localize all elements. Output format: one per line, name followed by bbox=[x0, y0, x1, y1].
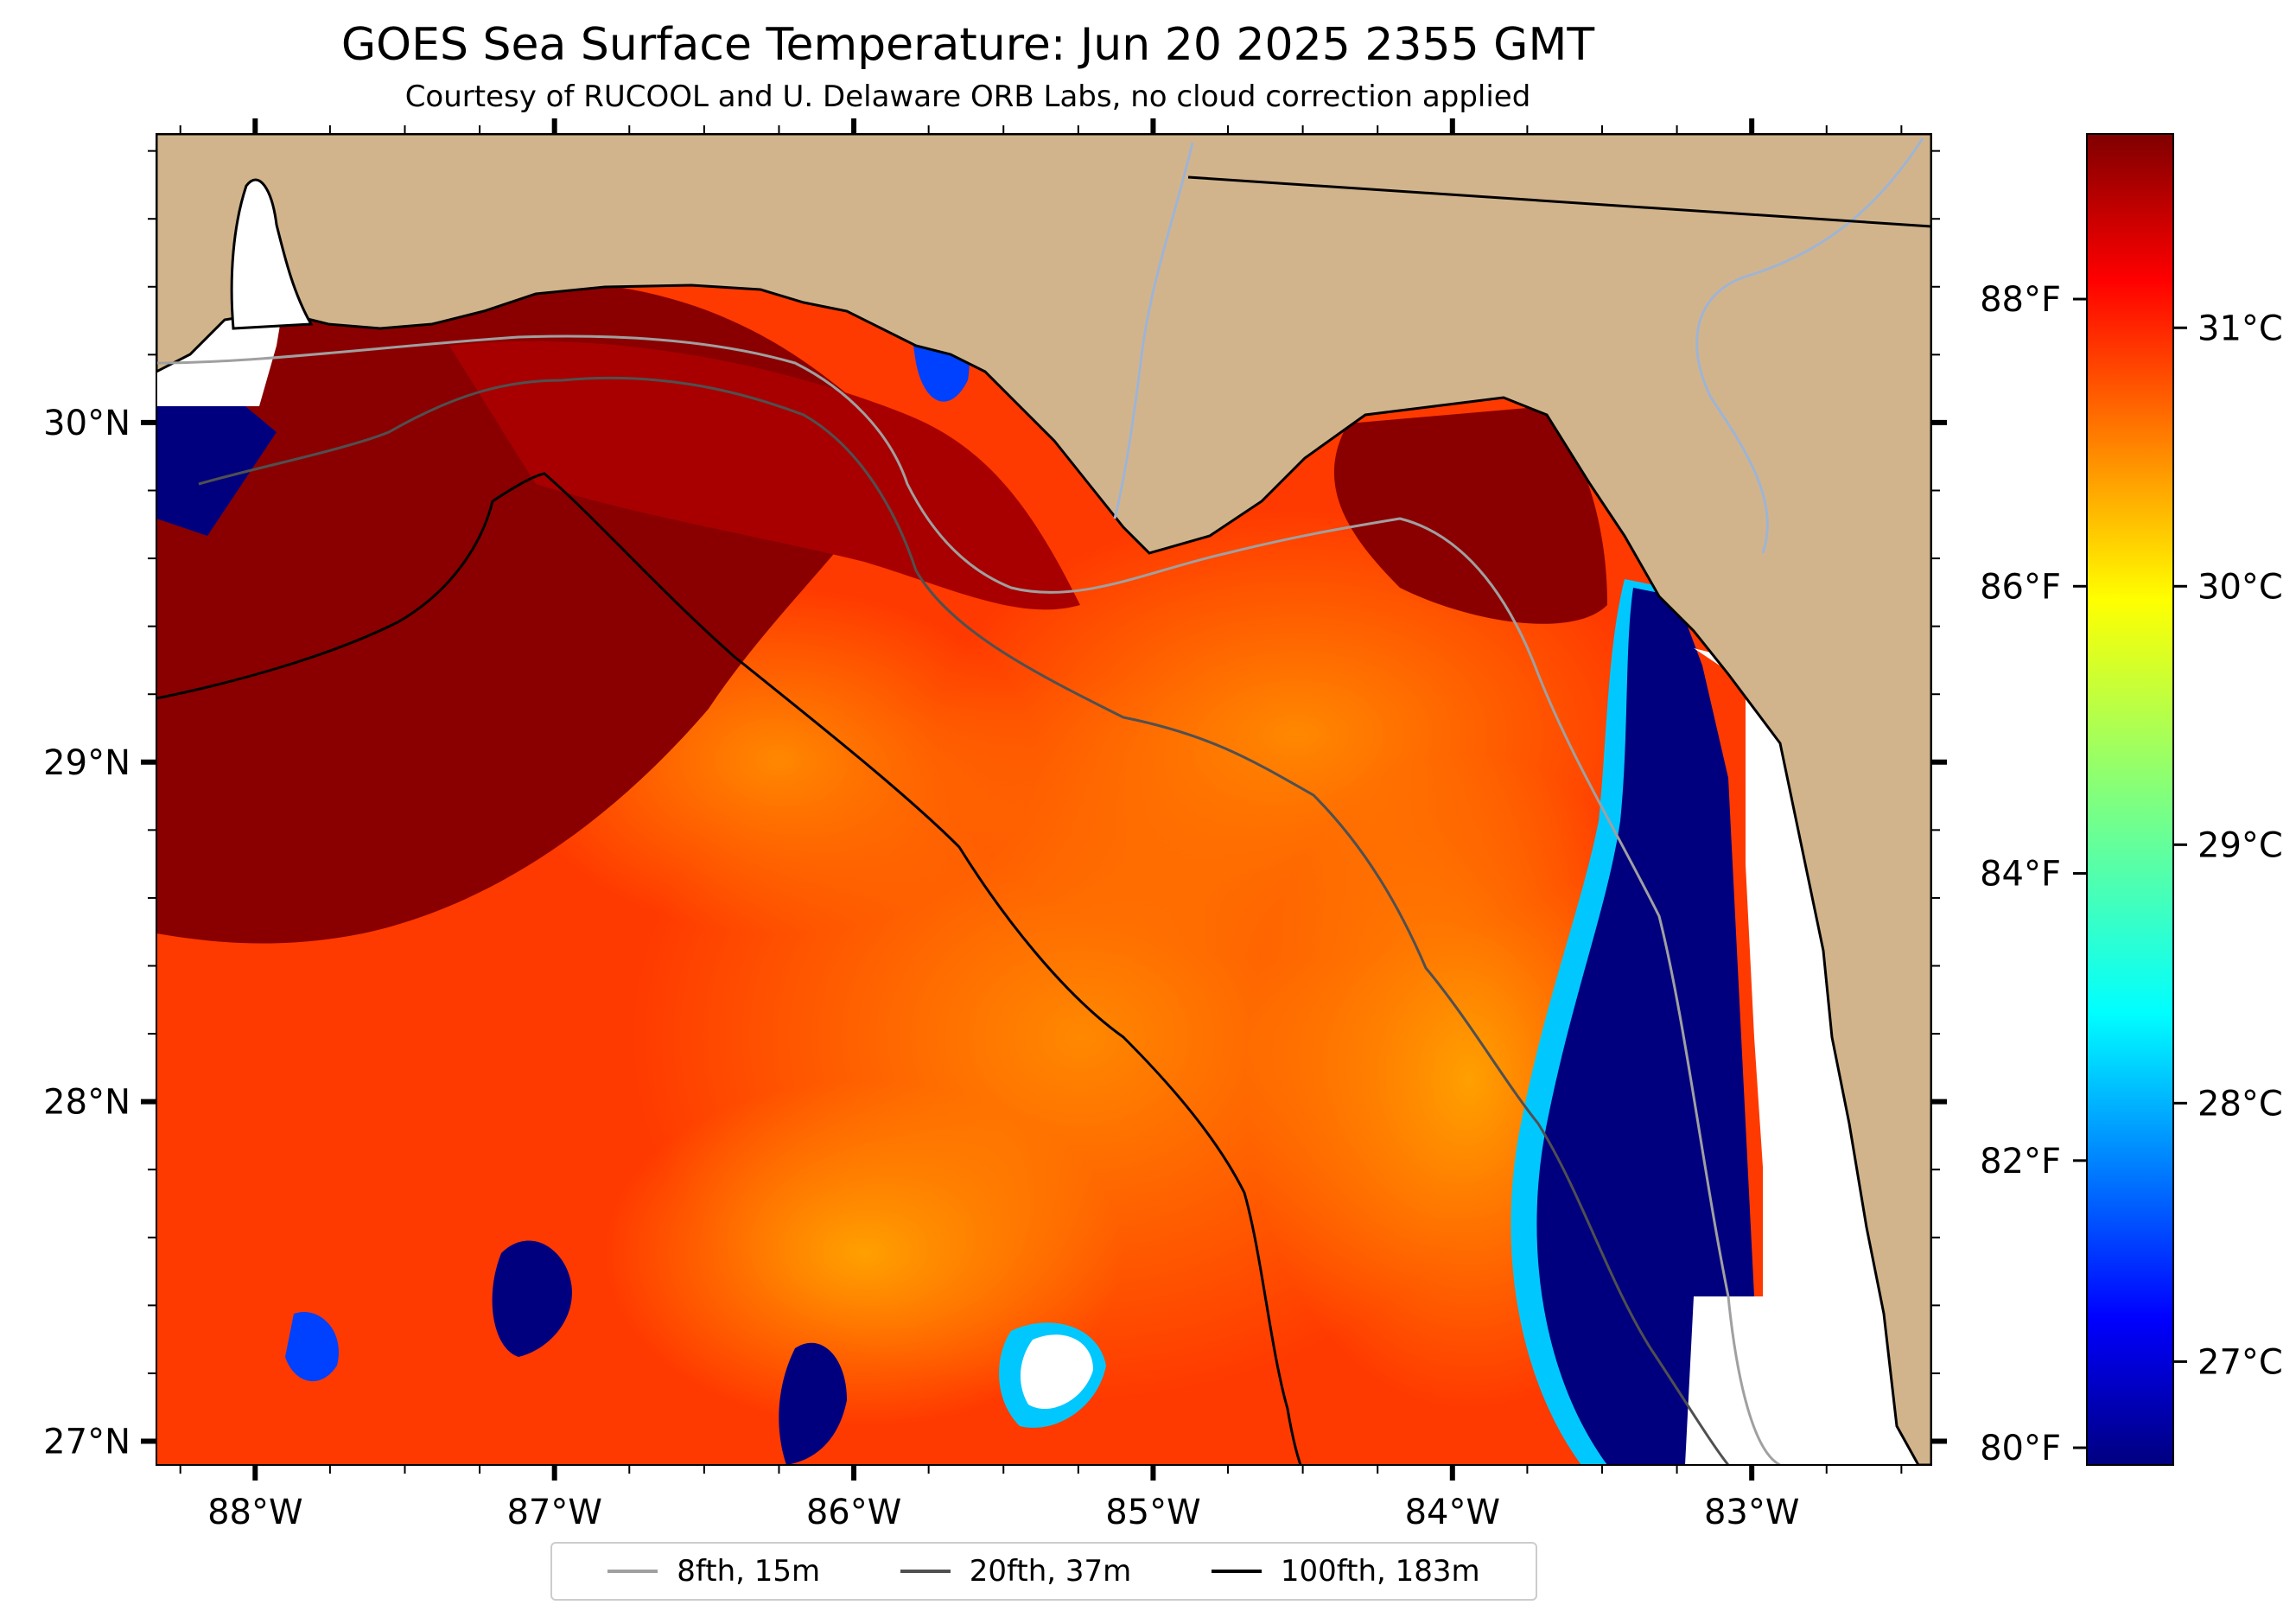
fahrenheit-tick-label: 82°F bbox=[1980, 1142, 2061, 1181]
celsius-tick-label: 28°C bbox=[2197, 1084, 2283, 1124]
map-frame bbox=[156, 133, 1932, 1466]
legend-label: 8fth, 15m bbox=[677, 1554, 821, 1589]
lon-tick-label: 84°W bbox=[1405, 1493, 1500, 1532]
lon-tick-label: 86°W bbox=[806, 1493, 901, 1532]
lon-tick-label: 85°W bbox=[1105, 1493, 1200, 1532]
state-border bbox=[1187, 175, 1931, 228]
map-axis-ticks bbox=[141, 118, 1947, 1481]
colorbar bbox=[2086, 133, 2174, 1466]
cold-spot bbox=[156, 389, 277, 536]
lat-tick-label: 27°N bbox=[43, 1423, 130, 1462]
map-area bbox=[156, 134, 1931, 1465]
cold-spot bbox=[779, 1342, 847, 1465]
legend-swatch bbox=[900, 1570, 951, 1573]
celsius-tick-label: 27°C bbox=[2197, 1342, 2283, 1382]
fahrenheit-tick-label: 84°F bbox=[1980, 855, 2061, 895]
cold-coastal-water bbox=[1536, 588, 1754, 1465]
map-title: GOES Sea Surface Temperature: Jun 20 202… bbox=[340, 19, 1595, 71]
warm-patch bbox=[605, 1080, 1123, 1426]
legend-label: 100fth, 183m bbox=[1280, 1554, 1480, 1589]
colorbar-labels: 27°C 28°C 29°C 30°C 31°C 80°F 82°F 84°F 86°F 88°F bbox=[1980, 280, 2283, 1468]
colorbar-ticks bbox=[2073, 297, 2187, 1449]
lat-tick-label: 29°N bbox=[43, 743, 130, 783]
contour-8fth bbox=[156, 334, 1781, 1465]
celsius-tick-label: 31°C bbox=[2197, 309, 2283, 348]
cold-spot bbox=[285, 1312, 339, 1382]
fahrenheit-tick-label: 80°F bbox=[1980, 1429, 2061, 1468]
celsius-tick-label: 30°C bbox=[2197, 567, 2283, 607]
legend-item-100fth: 100fth, 183m bbox=[1211, 1554, 1480, 1589]
celsius-tick-label: 29°C bbox=[2197, 825, 2283, 865]
legend-swatch bbox=[1211, 1570, 1262, 1573]
legend-swatch bbox=[607, 1570, 658, 1573]
legend-item-8fth: 8fth, 15m bbox=[607, 1554, 820, 1589]
river bbox=[1695, 137, 1924, 554]
contour-20fth bbox=[198, 376, 1730, 1465]
lat-tick-label: 30°N bbox=[43, 404, 130, 443]
contour-100fth bbox=[156, 472, 1302, 1465]
hot-region-northeast bbox=[1333, 406, 1607, 624]
no-data-spot bbox=[1020, 1334, 1093, 1410]
lon-tick-label: 87°W bbox=[506, 1493, 601, 1532]
hot-region-central bbox=[449, 341, 1080, 610]
cold-spot bbox=[492, 1240, 572, 1357]
map-subtitle: Courtesy of RUCOOL and U. Delaware ORB L… bbox=[404, 80, 1531, 114]
legend-label: 20fth, 37m bbox=[969, 1554, 1132, 1589]
land-mass bbox=[156, 134, 1931, 1465]
mobile-bay bbox=[230, 178, 314, 330]
lon-tick-label: 83°W bbox=[1704, 1493, 1799, 1532]
fahrenheit-tick-label: 86°F bbox=[1980, 567, 2061, 607]
legend-item-20fth: 20fth, 37m bbox=[900, 1554, 1132, 1589]
fahrenheit-tick-label: 88°F bbox=[1980, 280, 2061, 320]
river bbox=[1113, 142, 1194, 519]
lat-tick-label: 28°N bbox=[43, 1083, 130, 1123]
lon-tick-label: 88°W bbox=[207, 1493, 302, 1532]
depth-contour-legend: 8fth, 15m 20fth, 37m 100fth, 183m bbox=[550, 1542, 1537, 1601]
map-axis-labels: 88°W 87°W 86°W 85°W 84°W 83°W 30°N 29°N 28°N 27°N bbox=[43, 404, 1799, 1532]
